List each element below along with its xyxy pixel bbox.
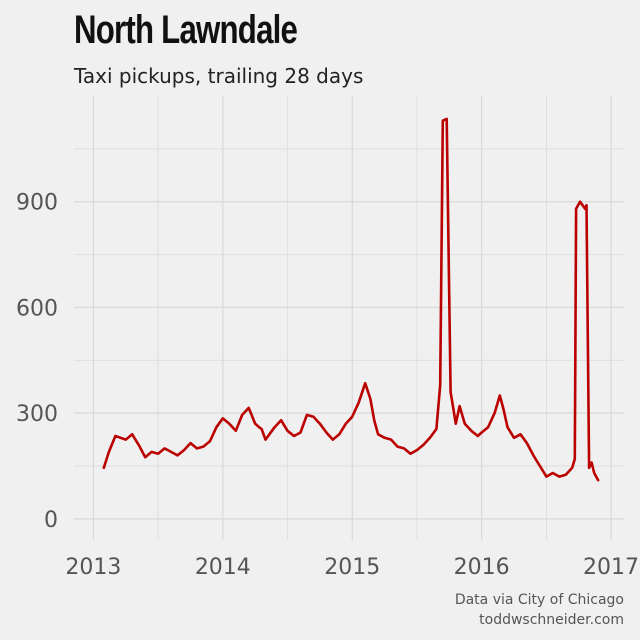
caption: Data via City of Chicago toddwschneider.… [455,590,624,630]
grid-lines [74,96,624,540]
y-tick-label: 600 [16,296,58,321]
y-tick-label: 900 [16,191,58,216]
x-tick-label: 2013 [65,555,121,580]
x-tick-label: 2016 [454,555,510,580]
caption-credit: toddwschneider.com [479,612,624,628]
x-axis-tick-labels: 2013 2014 2015 2016 2017 [65,555,639,580]
x-tick-label: 2017 [583,555,639,580]
x-tick-label: 2015 [324,555,380,580]
x-tick-label: 2014 [195,555,251,580]
y-tick-label: 300 [16,402,58,427]
chart-title: North Lawndale [74,8,298,52]
series-line [102,117,600,482]
y-axis-tick-labels: 0 300 600 900 [16,191,58,533]
y-tick-label: 0 [44,508,58,533]
chart-subtitle: Taxi pickups, trailing 28 days [74,64,364,88]
series-group [102,117,600,482]
caption-source: Data via City of Chicago [454,592,624,608]
